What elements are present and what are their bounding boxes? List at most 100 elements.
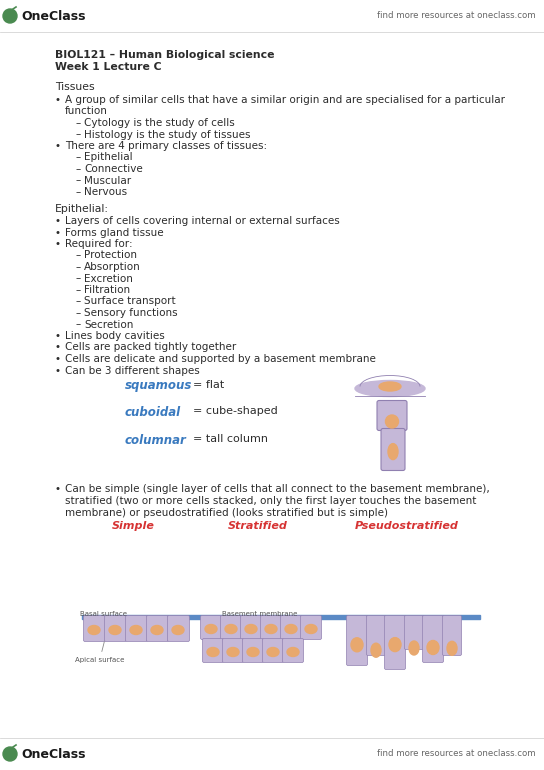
Text: –: – <box>75 176 81 186</box>
Ellipse shape <box>305 624 317 634</box>
Text: function: function <box>65 106 108 116</box>
FancyBboxPatch shape <box>423 615 443 662</box>
FancyBboxPatch shape <box>146 615 169 641</box>
Ellipse shape <box>227 648 239 657</box>
Text: = cube-shaped: = cube-shaped <box>193 407 278 417</box>
Text: •: • <box>55 216 61 226</box>
Text: Filtration: Filtration <box>84 285 130 295</box>
Ellipse shape <box>247 648 259 657</box>
Text: Muscular: Muscular <box>84 176 131 186</box>
Text: –: – <box>75 308 81 318</box>
Ellipse shape <box>388 444 398 460</box>
Circle shape <box>3 747 17 761</box>
Text: •: • <box>55 354 61 364</box>
Text: Cytology is the study of cells: Cytology is the study of cells <box>84 118 235 128</box>
FancyBboxPatch shape <box>300 615 322 640</box>
Text: Sensory functions: Sensory functions <box>84 308 178 318</box>
Ellipse shape <box>88 625 100 634</box>
Text: Epithelial: Epithelial <box>84 152 133 162</box>
FancyBboxPatch shape <box>263 638 283 662</box>
Text: Required for:: Required for: <box>65 239 133 249</box>
Ellipse shape <box>386 415 399 428</box>
Text: –: – <box>75 296 81 306</box>
Ellipse shape <box>109 625 121 634</box>
Bar <box>82 615 480 619</box>
FancyBboxPatch shape <box>367 615 386 655</box>
Text: –: – <box>75 285 81 295</box>
Text: Simple: Simple <box>112 521 155 531</box>
Ellipse shape <box>207 648 219 657</box>
Text: Protection: Protection <box>84 250 137 260</box>
Text: Can be simple (single layer of cells that all connect to the basement membrane),: Can be simple (single layer of cells tha… <box>65 484 490 494</box>
Text: Lines body cavities: Lines body cavities <box>65 331 165 341</box>
FancyBboxPatch shape <box>381 428 405 470</box>
FancyBboxPatch shape <box>202 638 224 662</box>
Text: squamous: squamous <box>125 380 193 393</box>
Text: stratified (two or more cells stacked, only the first layer touches the basement: stratified (two or more cells stacked, o… <box>65 496 477 506</box>
Text: = flat: = flat <box>193 380 224 390</box>
Text: Nervous: Nervous <box>84 187 127 197</box>
Text: Surface transport: Surface transport <box>84 296 176 306</box>
Text: –: – <box>75 320 81 330</box>
Text: columnar: columnar <box>125 434 187 447</box>
Text: Pseudostratified: Pseudostratified <box>355 521 459 531</box>
Ellipse shape <box>447 641 457 655</box>
FancyBboxPatch shape <box>201 615 221 640</box>
Text: •: • <box>55 343 61 353</box>
FancyBboxPatch shape <box>442 615 461 655</box>
Ellipse shape <box>172 625 184 634</box>
FancyBboxPatch shape <box>222 638 244 662</box>
Text: •: • <box>55 331 61 341</box>
Text: Epithelial:: Epithelial: <box>55 205 109 215</box>
Ellipse shape <box>379 382 401 391</box>
Ellipse shape <box>355 380 425 397</box>
Text: Forms gland tissue: Forms gland tissue <box>65 227 164 237</box>
Ellipse shape <box>427 641 439 654</box>
Text: •: • <box>55 366 61 376</box>
Text: –: – <box>75 273 81 283</box>
Text: Apical surface: Apical surface <box>75 641 125 663</box>
Text: Week 1 Lecture C: Week 1 Lecture C <box>55 62 162 72</box>
FancyBboxPatch shape <box>83 615 106 641</box>
FancyBboxPatch shape <box>377 400 407 430</box>
Text: Layers of cells covering internal or external surfaces: Layers of cells covering internal or ext… <box>65 216 340 226</box>
Text: –: – <box>75 164 81 174</box>
Text: There are 4 primary classes of tissues:: There are 4 primary classes of tissues: <box>65 141 267 151</box>
Text: find more resources at oneclass.com: find more resources at oneclass.com <box>378 12 536 21</box>
FancyBboxPatch shape <box>220 615 242 640</box>
Ellipse shape <box>389 638 401 651</box>
FancyBboxPatch shape <box>104 615 127 641</box>
Text: Absorption: Absorption <box>84 262 141 272</box>
Text: OneClass: OneClass <box>21 9 85 22</box>
FancyBboxPatch shape <box>385 615 405 669</box>
FancyBboxPatch shape <box>347 615 368 665</box>
FancyBboxPatch shape <box>405 615 423 650</box>
FancyBboxPatch shape <box>281 615 301 640</box>
Text: Cells are delicate and supported by a basement membrane: Cells are delicate and supported by a ba… <box>65 354 376 364</box>
FancyBboxPatch shape <box>282 638 304 662</box>
Text: –: – <box>75 129 81 139</box>
Text: •: • <box>55 95 61 105</box>
Ellipse shape <box>205 624 217 634</box>
Text: Excretion: Excretion <box>84 273 133 283</box>
Ellipse shape <box>265 624 277 634</box>
Ellipse shape <box>409 641 419 655</box>
Text: OneClass: OneClass <box>21 748 85 761</box>
FancyBboxPatch shape <box>261 615 281 640</box>
Text: = tall column: = tall column <box>193 434 268 444</box>
Text: cuboidal: cuboidal <box>125 407 181 420</box>
Ellipse shape <box>351 638 363 651</box>
Ellipse shape <box>371 643 381 658</box>
FancyBboxPatch shape <box>126 615 147 641</box>
Text: A group of similar cells that have a similar origin and are specialised for a pa: A group of similar cells that have a sim… <box>65 95 505 105</box>
Text: Connective: Connective <box>84 164 143 174</box>
FancyBboxPatch shape <box>240 615 262 640</box>
FancyBboxPatch shape <box>243 638 263 662</box>
Ellipse shape <box>285 624 297 634</box>
Text: Can be 3 different shapes: Can be 3 different shapes <box>65 366 200 376</box>
Text: Basement membrane: Basement membrane <box>222 611 298 617</box>
Text: –: – <box>75 250 81 260</box>
Text: •: • <box>55 239 61 249</box>
Text: •: • <box>55 141 61 151</box>
Text: Stratified: Stratified <box>228 521 288 531</box>
